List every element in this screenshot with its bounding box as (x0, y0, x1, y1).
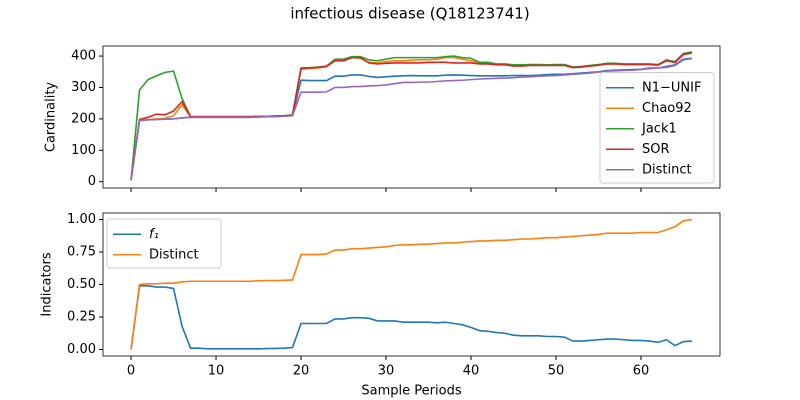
y-tick-label: 400 (71, 49, 96, 64)
x-tick-label: 10 (208, 364, 225, 379)
figure-title: infectious disease (Q18123741) (290, 5, 529, 23)
axes-frame (102, 45, 721, 189)
y-tick-label: 0.50 (67, 277, 96, 292)
y-tick-label: 0.25 (67, 310, 96, 325)
y-tick-label: 100 (71, 143, 96, 158)
legend-label: SOR (642, 142, 670, 157)
legend-label: f₁ (149, 227, 159, 242)
x-tick-label: 60 (633, 364, 650, 379)
legend-box (106, 218, 222, 269)
y-tick-label: 300 (71, 80, 96, 95)
legend-label: Jack1 (641, 121, 677, 136)
series-line (130, 285, 693, 350)
legend-box (599, 72, 715, 184)
x-tick-label: 50 (548, 364, 565, 379)
y-tick-label: 0 (88, 174, 96, 189)
y-axis-label: Cardinality (44, 82, 59, 153)
axes-frame (102, 212, 721, 357)
series-line (130, 57, 693, 181)
y-tick-label: 0.00 (67, 342, 96, 357)
x-tick-label: 30 (378, 364, 395, 379)
y-tick-label: 1.00 (67, 212, 96, 227)
series-line (130, 218, 693, 350)
x-tick-label: 20 (293, 364, 310, 379)
x-tick-label: 40 (463, 364, 480, 379)
legend-label: Chao92 (642, 101, 692, 116)
legend-label: N1−UNIF (642, 80, 701, 95)
y-axis-label: Indicators (40, 252, 55, 316)
x-axis-label: Sample Periods (361, 384, 461, 399)
x-tick-label: 0 (127, 364, 135, 379)
y-tick-label: 200 (71, 111, 96, 126)
legend-label: Distinct (642, 162, 692, 177)
legend-label: Distinct (149, 247, 199, 262)
y-tick-label: 0.75 (67, 245, 96, 260)
